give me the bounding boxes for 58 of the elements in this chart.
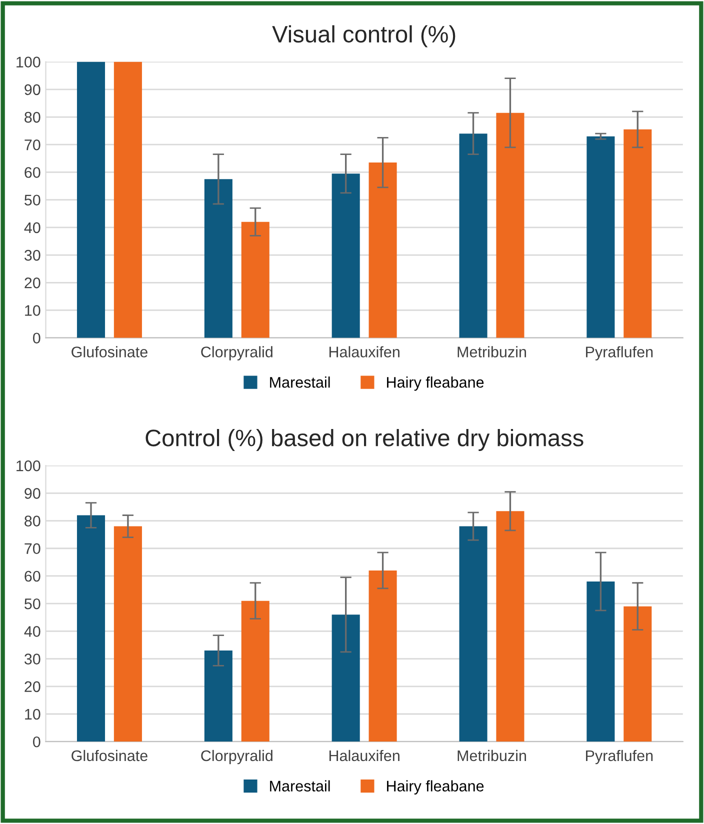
legend-label: Hairy fleabane	[387, 376, 484, 391]
bar	[76, 62, 106, 338]
y-tick-label: 60	[24, 570, 40, 582]
bar	[586, 581, 615, 742]
x-tick-label: Pyraflufen	[586, 750, 653, 764]
bar	[624, 606, 652, 742]
bar	[496, 112, 524, 338]
y-tick-label: 100	[16, 460, 40, 472]
x-tick-label: Metribuzin	[458, 750, 526, 762]
bar	[496, 511, 524, 742]
chart-title: Control (%) based on relative dry biomass	[146, 429, 584, 452]
x-tick-label: Glufosinate	[72, 750, 148, 762]
y-tick-label: 50	[24, 598, 40, 610]
y-tick-label: 90	[24, 488, 40, 499]
y-tick-label: 70	[24, 543, 40, 554]
y-tick-label: 80	[24, 516, 40, 526]
bar	[586, 136, 615, 338]
y-tick-label: 30	[24, 250, 40, 261]
x-tick-label: Clorpyralid	[201, 346, 272, 360]
x-tick-label: Clorpyralid	[201, 750, 272, 764]
bar	[459, 134, 488, 338]
bar	[368, 162, 397, 338]
y-tick-label: 0	[33, 332, 40, 344]
bar	[332, 174, 360, 338]
y-tick-label: 60	[24, 167, 40, 178]
y-tick-label: 0	[33, 736, 40, 748]
y-tick-label: 40	[24, 222, 40, 234]
bar	[204, 179, 232, 338]
y-tick-label: 20	[24, 278, 40, 288]
bar	[241, 600, 270, 742]
y-tick-label: 80	[24, 112, 40, 123]
y-tick-label: 10	[25, 708, 40, 720]
y-tick-label: 50	[24, 194, 40, 206]
x-tick-label: Glufosinate	[72, 346, 148, 358]
y-tick-label: 40	[24, 626, 40, 637]
bar	[204, 650, 232, 742]
bar	[459, 526, 488, 742]
chart-title: Visual control (%)	[272, 25, 456, 48]
x-tick-label: Pyraflufen	[586, 346, 653, 360]
y-tick-label: 10	[25, 305, 40, 316]
x-tick-label: Metribuzin	[458, 346, 526, 358]
x-tick-label: Halauxifen	[329, 750, 400, 762]
y-tick-label: 30	[24, 654, 40, 664]
bar	[114, 62, 142, 338]
y-tick-label: 90	[24, 84, 40, 96]
x-tick-label: Halauxifen	[329, 346, 400, 358]
bar	[114, 526, 142, 742]
bar	[76, 515, 106, 742]
bar	[241, 222, 270, 338]
bar	[368, 570, 397, 742]
legend-label: Marestail	[270, 376, 330, 388]
y-tick-label: 70	[24, 139, 40, 150]
y-tick-label: 20	[24, 681, 40, 692]
bar	[332, 614, 360, 742]
y-tick-label: 100	[16, 56, 40, 68]
legend-label: Marestail	[270, 780, 330, 792]
bar	[624, 129, 652, 338]
legend-label: Hairy fleabane	[387, 780, 484, 795]
